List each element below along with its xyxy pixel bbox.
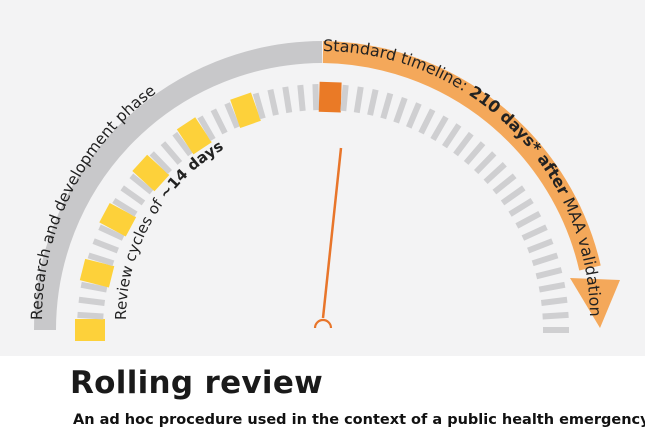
review-tick bbox=[500, 185, 526, 206]
review-tick bbox=[77, 311, 104, 320]
review-tick bbox=[405, 102, 422, 129]
review-tick bbox=[149, 151, 173, 175]
needle-pointer bbox=[321, 147, 343, 319]
review-cycle-marker bbox=[99, 202, 137, 237]
page-subtitle: An ad hoc procedure used in the context … bbox=[73, 412, 645, 428]
review-cycle-marker bbox=[75, 319, 105, 341]
review-tick bbox=[492, 173, 517, 195]
review-tick bbox=[540, 296, 568, 306]
review-tick bbox=[535, 267, 563, 280]
review-tick bbox=[210, 108, 228, 135]
review-tick bbox=[367, 89, 379, 116]
review-tick bbox=[353, 86, 364, 114]
review-tick bbox=[531, 252, 559, 267]
review-tick bbox=[267, 89, 279, 116]
review-tick bbox=[120, 185, 146, 206]
standard-timeline-band bbox=[322, 41, 601, 271]
standard-timeline-label: Standard timeline: 210 days* after MAA v… bbox=[323, 36, 605, 317]
review-tick bbox=[282, 86, 293, 114]
review-tick bbox=[197, 115, 216, 141]
review-tick bbox=[473, 151, 497, 175]
review-tick bbox=[98, 224, 125, 241]
current-review-tick bbox=[318, 81, 342, 113]
review-tick bbox=[297, 84, 306, 112]
review-tick bbox=[515, 210, 542, 229]
timeline-arrow-head bbox=[570, 278, 620, 328]
page-title: Rolling review bbox=[70, 365, 324, 401]
review-tick bbox=[463, 141, 486, 165]
review-cycle-marker bbox=[176, 117, 212, 155]
review-tick bbox=[542, 311, 569, 320]
review-tick bbox=[527, 238, 554, 254]
research-development-band bbox=[34, 41, 323, 331]
needle-hub bbox=[313, 318, 333, 329]
review-tick bbox=[393, 96, 408, 124]
review-tick bbox=[340, 84, 349, 112]
review-tick bbox=[543, 327, 569, 333]
review-cycle-marker bbox=[132, 154, 170, 192]
review-tick bbox=[380, 92, 394, 120]
review-cycle-ticks bbox=[75, 81, 569, 341]
review-tick bbox=[92, 238, 119, 254]
review-tick bbox=[87, 252, 115, 267]
review-tick bbox=[160, 141, 183, 165]
review-tick bbox=[312, 84, 320, 111]
review-tick bbox=[453, 131, 474, 157]
review-tick bbox=[521, 224, 548, 241]
review-tick bbox=[80, 281, 108, 293]
review-tick bbox=[129, 173, 154, 195]
review-tick bbox=[483, 162, 507, 185]
review-tick bbox=[508, 197, 534, 217]
review-tick bbox=[112, 197, 138, 217]
review-tick bbox=[430, 115, 449, 141]
caption-panel bbox=[0, 356, 645, 444]
review-tick bbox=[252, 92, 266, 120]
review-tick bbox=[78, 296, 106, 306]
review-tick bbox=[418, 108, 436, 135]
review-tick bbox=[538, 281, 566, 293]
review-cycle-marker bbox=[79, 258, 115, 288]
review-cycle-marker bbox=[230, 92, 261, 129]
review-tick bbox=[224, 102, 241, 129]
review-tick bbox=[442, 123, 462, 149]
review-tick bbox=[172, 131, 193, 157]
